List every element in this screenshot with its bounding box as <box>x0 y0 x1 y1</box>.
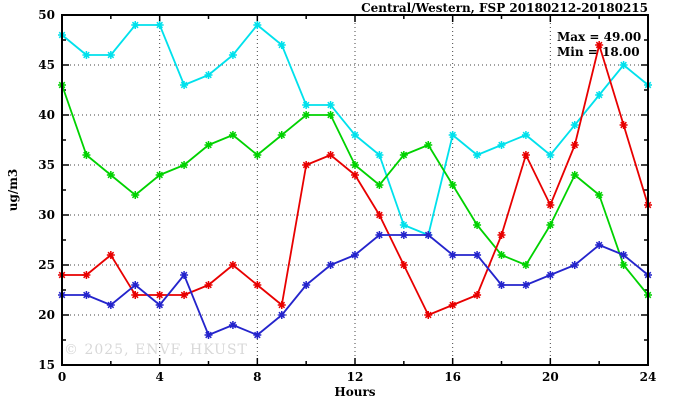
x-tick-label: 12 <box>347 370 364 384</box>
y-tick-label: 30 <box>38 208 55 222</box>
y-tick-label: 25 <box>38 258 55 272</box>
x-tick-label: 4 <box>155 370 163 384</box>
data-point-markers-green-series <box>58 81 652 299</box>
plot-border <box>61 14 649 366</box>
y-tick-label: 45 <box>38 58 55 72</box>
x-tick-label: 24 <box>640 370 657 384</box>
y-tick-label: 35 <box>38 158 55 172</box>
x-axis-label: Hours <box>334 385 376 399</box>
y-tick-label: 15 <box>38 358 55 372</box>
y-tick-label: 50 <box>38 8 55 22</box>
y-tick-label: 20 <box>38 308 55 322</box>
data-point-markers-cyan-series <box>58 21 652 239</box>
y-tick-label: 40 <box>38 108 55 122</box>
x-tick-label: 20 <box>542 370 559 384</box>
watermark: © 2025, ENVF, HKUST <box>64 342 248 358</box>
x-tick-label: 16 <box>444 370 461 384</box>
x-tick-label: 0 <box>58 370 66 384</box>
max-annotation: Max = 49.00 <box>557 30 642 44</box>
chart-title: Central/Western, FSP 20180212-20180215 <box>361 1 648 15</box>
x-tick-label: 8 <box>253 370 261 384</box>
